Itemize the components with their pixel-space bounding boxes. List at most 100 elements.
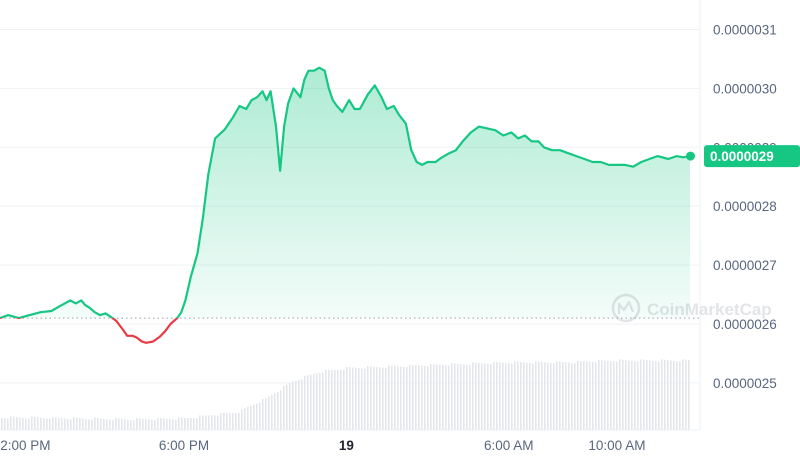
volume-bar	[397, 366, 399, 430]
volume-bar	[274, 393, 276, 430]
y-tick-label: 0.0000028	[713, 199, 777, 214]
volume-bar	[394, 366, 396, 430]
volume-bar	[259, 402, 261, 430]
volume-bar	[598, 359, 600, 430]
volume-bar	[589, 361, 591, 430]
volume-bar	[664, 359, 666, 430]
volume-bar	[529, 363, 531, 430]
volume-bar	[298, 380, 300, 430]
volume-bar	[220, 412, 222, 430]
volume-bar	[331, 369, 333, 430]
volume-bar	[43, 418, 45, 430]
volume-bar	[592, 362, 594, 430]
volume-bar	[151, 419, 153, 430]
volume-bar	[1, 417, 3, 430]
volume-bar	[439, 364, 441, 430]
volume-bar	[100, 418, 102, 430]
volume-bar	[13, 416, 15, 430]
current-price-label: 0.0000029	[704, 145, 800, 168]
volume-bar	[349, 367, 351, 430]
volume-bar	[52, 416, 54, 430]
volume-bar	[229, 412, 231, 430]
volume-bar	[175, 419, 177, 430]
volume-bar	[148, 419, 150, 430]
volume-bar	[391, 365, 393, 430]
volume-bar	[463, 364, 465, 430]
volume-bar	[163, 418, 165, 430]
volume-bar	[604, 360, 606, 430]
volume-bar	[658, 361, 660, 430]
volume-bar	[667, 360, 669, 430]
volume-bar	[571, 362, 573, 430]
volume-bar	[466, 364, 468, 430]
volume-bar	[646, 360, 648, 430]
volume-bar	[292, 381, 294, 430]
current-price-dot	[686, 151, 695, 161]
volume-bar	[25, 418, 27, 430]
volume-bar	[367, 366, 369, 430]
volume-bar	[679, 361, 681, 430]
volume-bar	[130, 420, 132, 430]
volume-bar	[295, 380, 297, 430]
volume-bar	[379, 367, 381, 430]
volume-bar	[337, 369, 339, 430]
volume-bar	[34, 416, 36, 430]
volume-bar	[118, 418, 120, 430]
volume-bar	[640, 359, 642, 430]
y-tick-label: 0.0000030	[713, 81, 777, 96]
volume-bar	[547, 362, 549, 430]
volume-bar	[433, 364, 435, 430]
volume-bar	[412, 364, 414, 430]
volume-bar	[655, 361, 657, 430]
volume-bar	[157, 417, 159, 430]
volume-bar	[79, 418, 81, 430]
volume-bar	[478, 363, 480, 430]
volume-bar	[406, 367, 408, 430]
volume-bar	[37, 417, 39, 430]
volume-bar	[241, 409, 243, 430]
volume-bar	[304, 376, 306, 430]
volume-bar	[301, 379, 303, 430]
volume-bar	[601, 360, 603, 430]
volume-bar	[238, 412, 240, 430]
volume-bar	[472, 362, 474, 430]
volume-bar	[565, 362, 567, 430]
volume-bar	[364, 368, 366, 430]
volume-bar	[322, 372, 324, 430]
volume-bar	[31, 416, 33, 430]
volume-bar	[244, 408, 246, 430]
volume-bar	[628, 360, 630, 430]
volume-bar	[409, 364, 411, 430]
volume-bar	[232, 412, 234, 430]
volume-bar	[121, 418, 123, 430]
volume-bar	[475, 362, 477, 430]
volume-bar	[169, 419, 171, 430]
volume-bar	[607, 360, 609, 430]
volume-bar	[82, 418, 84, 430]
volume-bar	[493, 361, 495, 430]
volume-bar	[403, 366, 405, 430]
volume-bar	[160, 418, 162, 430]
x-tick-label: 10:00 AM	[588, 438, 645, 453]
volume-bar	[46, 418, 48, 430]
volume-bar	[28, 418, 30, 430]
volume-bar	[496, 362, 498, 430]
x-tick-label: 6:00 AM	[484, 438, 534, 453]
volume-bar	[550, 363, 552, 430]
volume-bar	[76, 417, 78, 430]
volume-bar	[532, 363, 534, 430]
volume-bar	[214, 415, 216, 430]
volume-bar	[685, 359, 687, 430]
volume-bar	[673, 360, 675, 430]
volume-bar	[106, 419, 108, 430]
volume-bar	[187, 418, 189, 430]
volume-bar	[4, 418, 6, 430]
volume-bar	[661, 359, 663, 430]
volume-bar	[355, 367, 357, 430]
volume-bar	[7, 418, 9, 430]
volume-bar	[577, 360, 579, 430]
volume-bar	[94, 417, 96, 430]
volume-bar	[127, 419, 129, 430]
volume-bar	[154, 420, 156, 430]
